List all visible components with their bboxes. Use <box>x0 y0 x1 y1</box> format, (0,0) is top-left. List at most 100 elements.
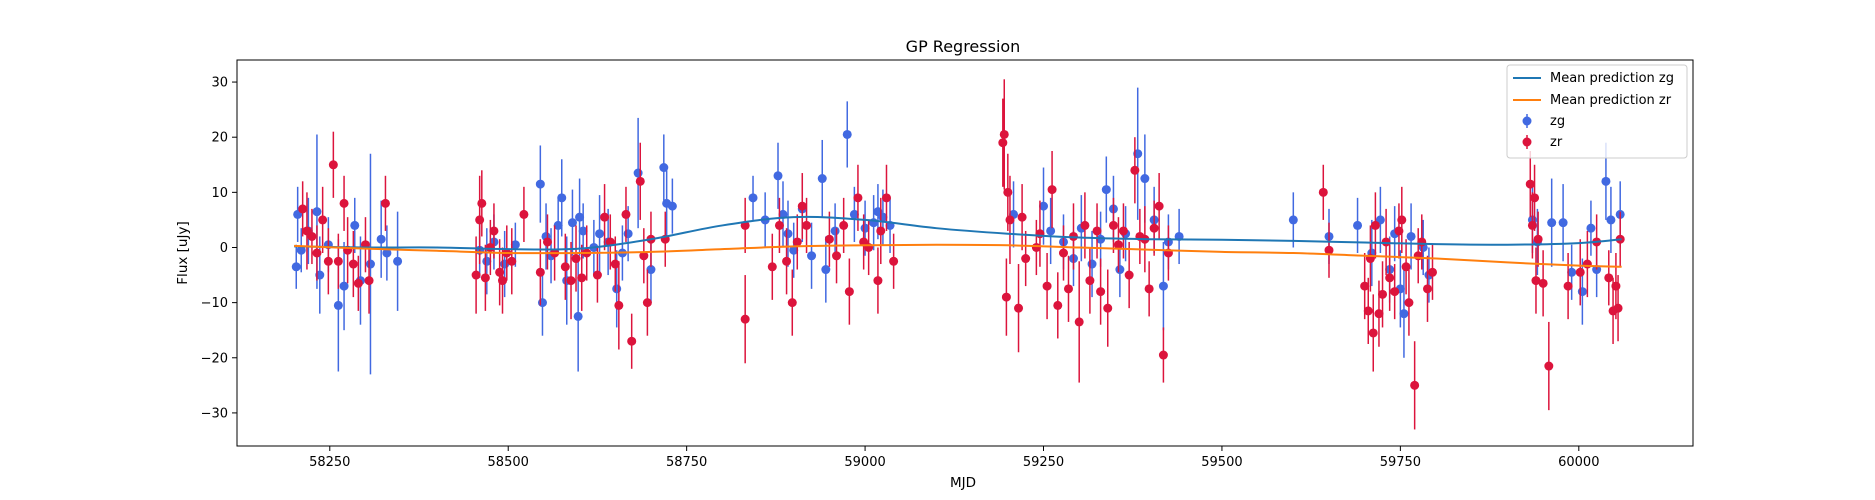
data-point-zr <box>1074 317 1084 327</box>
data-point-zr <box>853 193 863 203</box>
plot-area <box>291 79 1625 430</box>
data-point-zr <box>881 193 891 203</box>
data-point-zr <box>1385 273 1395 283</box>
data-point-zr <box>999 129 1009 139</box>
data-point-zr <box>740 314 750 324</box>
x-tick-label: 59500 <box>1201 455 1242 470</box>
legend-marker-zr <box>1522 137 1532 147</box>
data-point-zg <box>365 259 375 269</box>
data-point-zr <box>1527 220 1537 230</box>
data-point-zr <box>1604 273 1614 283</box>
data-point-zr <box>542 237 552 247</box>
data-point-zg <box>510 240 520 250</box>
data-point-zg <box>1406 231 1416 241</box>
data-point-zr <box>1525 179 1535 189</box>
data-point-zr <box>1103 303 1113 313</box>
x-axis: 58250 58500 58750 59000 59250 59500 59750 60000 <box>309 446 1599 470</box>
data-point-zr <box>566 276 576 286</box>
chart-title: GP Regression <box>906 37 1021 56</box>
data-point-zr <box>480 273 490 283</box>
data-point-zr <box>312 248 322 258</box>
data-point-zr <box>1096 287 1106 297</box>
data-point-zg <box>1158 281 1168 291</box>
data-point-zg <box>646 265 656 275</box>
data-point-zg <box>1115 265 1125 275</box>
data-point-zr <box>797 201 807 211</box>
data-point-zg <box>535 179 545 189</box>
data-point-zr <box>1417 237 1427 247</box>
data-point-zr <box>642 298 652 308</box>
data-point-zr <box>348 259 358 269</box>
data-point-zr <box>1374 309 1384 319</box>
y-tick-label: 0 <box>220 241 228 256</box>
data-point-zg <box>595 229 605 239</box>
data-point-zr <box>1363 306 1373 316</box>
data-point-zr <box>1003 187 1013 197</box>
data-point-zr <box>1017 212 1027 222</box>
data-point-zr <box>339 198 349 208</box>
data-point-zg <box>612 284 622 294</box>
x-tick-label: 59000 <box>844 455 885 470</box>
data-point-zr <box>873 276 883 286</box>
data-point-zr <box>1154 201 1164 211</box>
data-point-zr <box>1410 380 1420 390</box>
data-point-zg <box>575 212 585 222</box>
data-point-zr <box>1378 289 1388 299</box>
data-point-zr <box>774 220 784 230</box>
data-point-zg <box>1046 226 1056 236</box>
data-point-zg <box>557 193 567 203</box>
x-tick-label: 58500 <box>488 455 529 470</box>
data-point-zr <box>998 138 1008 148</box>
data-point-zg <box>1140 174 1150 184</box>
data-point-zg <box>1567 267 1577 277</box>
data-point-zr <box>1318 187 1328 197</box>
data-point-zr <box>1397 215 1407 225</box>
y-tick-label: −20 <box>201 351 228 366</box>
data-point-zr <box>802 220 812 230</box>
data-point-zr <box>1158 350 1168 360</box>
data-point-zg <box>1577 287 1587 297</box>
data-point-zg <box>382 248 392 258</box>
data-point-zr <box>1063 284 1073 294</box>
data-point-zr <box>876 226 886 236</box>
data-point-zg <box>1087 259 1097 269</box>
data-point-zr <box>787 298 797 308</box>
data-point-zr <box>353 278 363 288</box>
data-point-zg <box>1288 215 1298 225</box>
data-point-zg <box>376 234 386 244</box>
data-point-zr <box>495 267 505 277</box>
data-point-zr <box>1001 292 1011 302</box>
data-point-zr <box>560 262 570 272</box>
data-point-zr <box>824 234 834 244</box>
data-point-zr <box>1144 284 1154 294</box>
data-point-zg <box>842 129 852 139</box>
data-point-zg <box>350 220 360 230</box>
data-point-zg <box>1039 201 1049 211</box>
data-point-zr <box>1021 254 1031 264</box>
data-point-zr <box>600 212 610 222</box>
data-point-zg <box>291 262 301 272</box>
data-point-zr <box>333 256 343 266</box>
data-point-zr <box>1042 281 1052 291</box>
data-point-zr <box>1047 185 1057 195</box>
data-point-zr <box>1124 270 1134 280</box>
data-point-zr <box>1575 267 1585 277</box>
line-mean-prediction-zr <box>294 243 1622 268</box>
data-point-zr <box>571 254 581 264</box>
data-point-zr <box>475 215 485 225</box>
data-point-zr <box>1113 240 1123 250</box>
x-axis-label: MJD <box>950 475 976 491</box>
data-point-zr <box>535 267 545 277</box>
x-tick-label: 60000 <box>1558 455 1599 470</box>
data-point-zg <box>573 311 583 321</box>
data-point-zr <box>1390 287 1400 297</box>
y-tick-label: 10 <box>211 186 228 201</box>
data-point-zg <box>860 223 870 233</box>
data-point-zg <box>339 281 349 291</box>
data-point-zr <box>844 287 854 297</box>
data-point-zr <box>485 242 495 252</box>
data-point-zr <box>1053 300 1063 310</box>
x-tick-label: 58750 <box>666 455 707 470</box>
y-tick-label: −30 <box>201 406 228 421</box>
data-point-zg <box>578 226 588 236</box>
